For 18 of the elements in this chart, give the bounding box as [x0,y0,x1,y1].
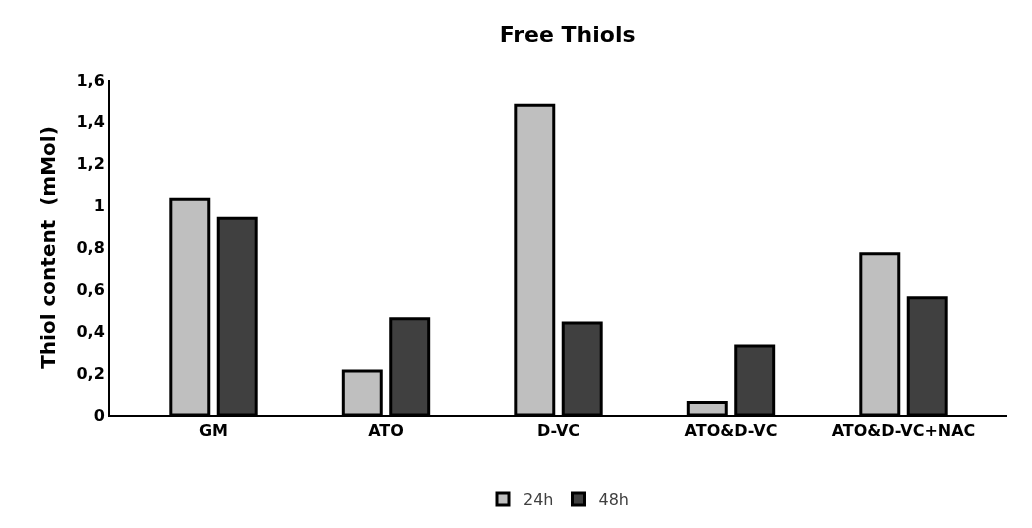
chart-title: Free Thiols [499,21,636,47]
y-tick-label: 0 [93,405,105,425]
x-tick-label: ATO [368,421,404,441]
x-tick-label: ATO&D-VC [684,421,778,441]
y-tick-label: 1 [93,196,105,216]
y-tick-label: 0,6 [76,279,105,299]
y-tick-label: 1,6 [76,70,105,90]
y-tick-label: 0,4 [76,321,105,341]
y-axis-title: Thiol content (mMol) [36,126,61,369]
y-tick-label: 0,8 [76,238,105,258]
y-tick-label: 1,2 [76,154,105,174]
y-tick-label: 1,4 [76,112,105,132]
x-tick-label: D-VC [536,421,581,441]
x-tick-label: ATO&D-VC+NAC [831,421,976,441]
legend-label: 48h [598,490,629,510]
legend-label: 24h [523,490,554,510]
x-tick-label: GM [198,421,229,441]
y-tick-label: 0,2 [76,363,105,383]
